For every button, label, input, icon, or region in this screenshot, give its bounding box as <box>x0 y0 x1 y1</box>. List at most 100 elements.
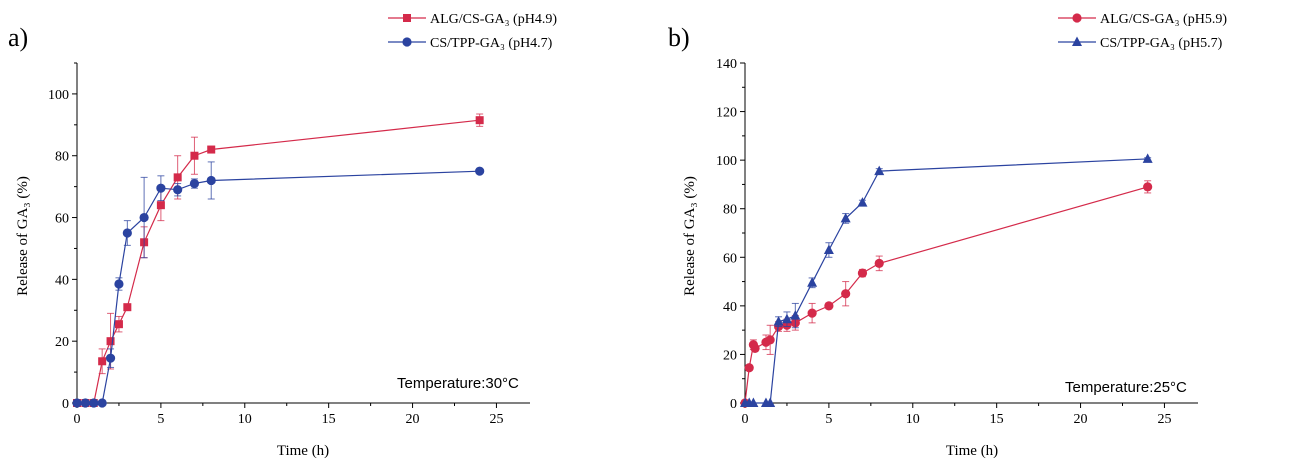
panel-a-y-axis-title: Release of GA₃ (%) <box>15 176 31 296</box>
panel-a-data-point <box>106 337 115 346</box>
panel-a-legend: ALG/CS-GA₃ (pH4.9) CS/TPP-GA₃ (pH4.7) <box>388 12 557 51</box>
panel-b-y-tick-label: 80 <box>723 203 737 218</box>
panel-a-x-tick-label: 15 <box>322 412 336 427</box>
panel-b: b) 0 5 10 15 20 25 0 20 40 60 80 100 120 140 ALG/CS-G… <box>668 12 1227 459</box>
panel-a-data-point <box>475 116 484 125</box>
panel-b-y-tick-label: 100 <box>716 154 737 169</box>
panel-a-x-tick-label: 0 <box>74 412 81 427</box>
panel-b-data-point <box>823 244 834 254</box>
panel-b-series-line-1 <box>745 158 1148 404</box>
panel-a-legend-entry-1: CS/TPP-GA₃ (pH4.7) <box>388 36 553 51</box>
panel-b-data-point <box>841 289 851 299</box>
panel-b-label: b) <box>668 23 690 52</box>
panel-a-label: a) <box>8 23 28 52</box>
panel-b-x-tick-label: 5 <box>825 412 832 427</box>
panel-a-legend-entry-0: ALG/CS-GA₃ (pH4.9) <box>388 12 557 27</box>
panel-b-series <box>740 153 1153 408</box>
panel-b-data-point <box>840 212 851 223</box>
panel-a-y-tick-label: 60 <box>55 212 69 227</box>
panel-b-data-point <box>1143 182 1153 192</box>
panel-a-data-point <box>156 201 165 210</box>
panel-b-data-point <box>874 258 884 268</box>
panel-a-data-point <box>122 228 132 238</box>
panel-b-data-point <box>790 310 801 320</box>
panel-a-data-point <box>123 303 132 312</box>
panel-b-y-axis-title: Release of GA₃ (%) <box>682 176 698 296</box>
panel-b-data-point <box>824 301 834 311</box>
panel-b-y-tick-label: 140 <box>716 57 737 72</box>
panel-b-data-point <box>874 165 885 176</box>
panel-b-legend-label: CS/TPP-GA₃ (pH5.7) <box>1100 36 1223 51</box>
panel-a-data-point <box>189 178 200 189</box>
panel-a-y-tick-label: 100 <box>48 88 69 103</box>
panel-a-y-tick-label: 40 <box>55 273 69 288</box>
panel-a-data-point <box>80 398 90 408</box>
panel-a-legend-label: CS/TPP-GA₃ (pH4.7) <box>430 36 553 51</box>
panel-a-legend-label: ALG/CS-GA₃ (pH4.9) <box>430 12 557 27</box>
panel-a-data-point <box>98 357 107 366</box>
panel-a-x-tick-label: 25 <box>489 412 503 427</box>
panel-b-y-tick-label: 40 <box>723 300 737 315</box>
panel-b-y-tick-label: 20 <box>723 348 737 363</box>
panel-a: a) 0 5 10 15 20 25 0 20 40 60 80 100 ALG/CS-GA₃ (pH… <box>8 12 557 459</box>
panel-a-x-tick-label: 10 <box>238 412 252 427</box>
panel-b-x-tick-label: 10 <box>906 412 920 427</box>
panel-a-data-point <box>89 398 99 408</box>
panel-b-data-point <box>750 343 760 353</box>
panel-a-x-axis-title: Time (h) <box>277 443 329 459</box>
panel-b-data-point <box>1142 153 1153 163</box>
panel-a-data-point <box>156 183 166 193</box>
panel-b-x-axis-title: Time (h) <box>946 443 998 459</box>
panel-b-y-tick-label: 60 <box>723 251 737 266</box>
panel-b-data-point <box>765 397 776 407</box>
panel-a-data-point <box>114 320 123 329</box>
panel-b-data-point <box>807 277 818 287</box>
panel-a-x-tick-label: 5 <box>157 412 164 427</box>
panel-b-data-point <box>765 335 775 345</box>
panel-b-legend-label: ALG/CS-GA₃ (pH5.9) <box>1100 12 1227 27</box>
panel-b-data-point <box>857 197 868 207</box>
panel-b-legend: ALG/CS-GA₃ (pH5.9) CS/TPP-GA₃ (pH5.7) <box>1058 12 1227 51</box>
panel-b-data-point <box>744 363 754 373</box>
panel-a-data-point <box>207 145 216 154</box>
panel-b-y-tick-label: 120 <box>716 106 737 121</box>
panel-b-y-tick-label: 0 <box>730 397 737 412</box>
panel-a-axes: 0 5 10 15 20 25 0 20 40 60 80 100 <box>48 62 530 427</box>
panel-b-legend-marker <box>1072 13 1082 23</box>
panel-b-x-tick-label: 0 <box>742 412 749 427</box>
panel-b-legend-entry-1: CS/TPP-GA₃ (pH5.7) <box>1058 36 1223 51</box>
panel-b-legend-marker <box>1072 36 1082 46</box>
panel-b-axes: 0 5 10 15 20 25 0 20 40 60 80 100 120 140 <box>716 57 1198 427</box>
panel-b-x-tick-label: 25 <box>1157 412 1171 427</box>
panel-a-data-point <box>139 212 149 223</box>
panel-b-series-1 <box>740 153 1153 407</box>
panel-a-series-line-0 <box>77 119 480 404</box>
panel-a-series-1 <box>72 161 485 408</box>
panel-a-data-point <box>114 279 124 289</box>
panel-b-x-tick-label: 15 <box>990 412 1004 427</box>
panel-a-x-tick-label: 20 <box>406 412 420 427</box>
panel-a-y-tick-label: 80 <box>55 150 69 165</box>
panel-a-data-point <box>173 173 182 182</box>
panel-a-legend-marker <box>402 37 412 47</box>
panel-b-series-0 <box>740 180 1153 408</box>
panel-b-data-point <box>773 316 784 326</box>
panel-b-x-tick-label: 20 <box>1074 412 1088 427</box>
panel-a-y-tick-label: 0 <box>62 397 69 412</box>
panel-a-temperature: Temperature:30°C <box>397 375 519 392</box>
panel-a-data-point <box>72 398 82 408</box>
panel-a-series <box>72 113 485 408</box>
panel-b-data-point <box>748 397 759 407</box>
panel-b-legend-entry-0: ALG/CS-GA₃ (pH5.9) <box>1058 12 1227 27</box>
panel-a-data-point <box>190 151 199 160</box>
panel-b-data-point <box>807 308 817 318</box>
panel-a-legend-marker <box>403 14 411 22</box>
panel-b-data-point <box>857 268 868 278</box>
panel-a-data-point <box>206 175 216 186</box>
panel-b-temperature: Temperature:25°C <box>1065 379 1187 396</box>
panel-a-series-0 <box>73 113 484 407</box>
panel-a-data-point <box>173 185 183 195</box>
panel-b-data-point <box>781 313 792 324</box>
panel-a-series-line-1 <box>77 170 480 404</box>
